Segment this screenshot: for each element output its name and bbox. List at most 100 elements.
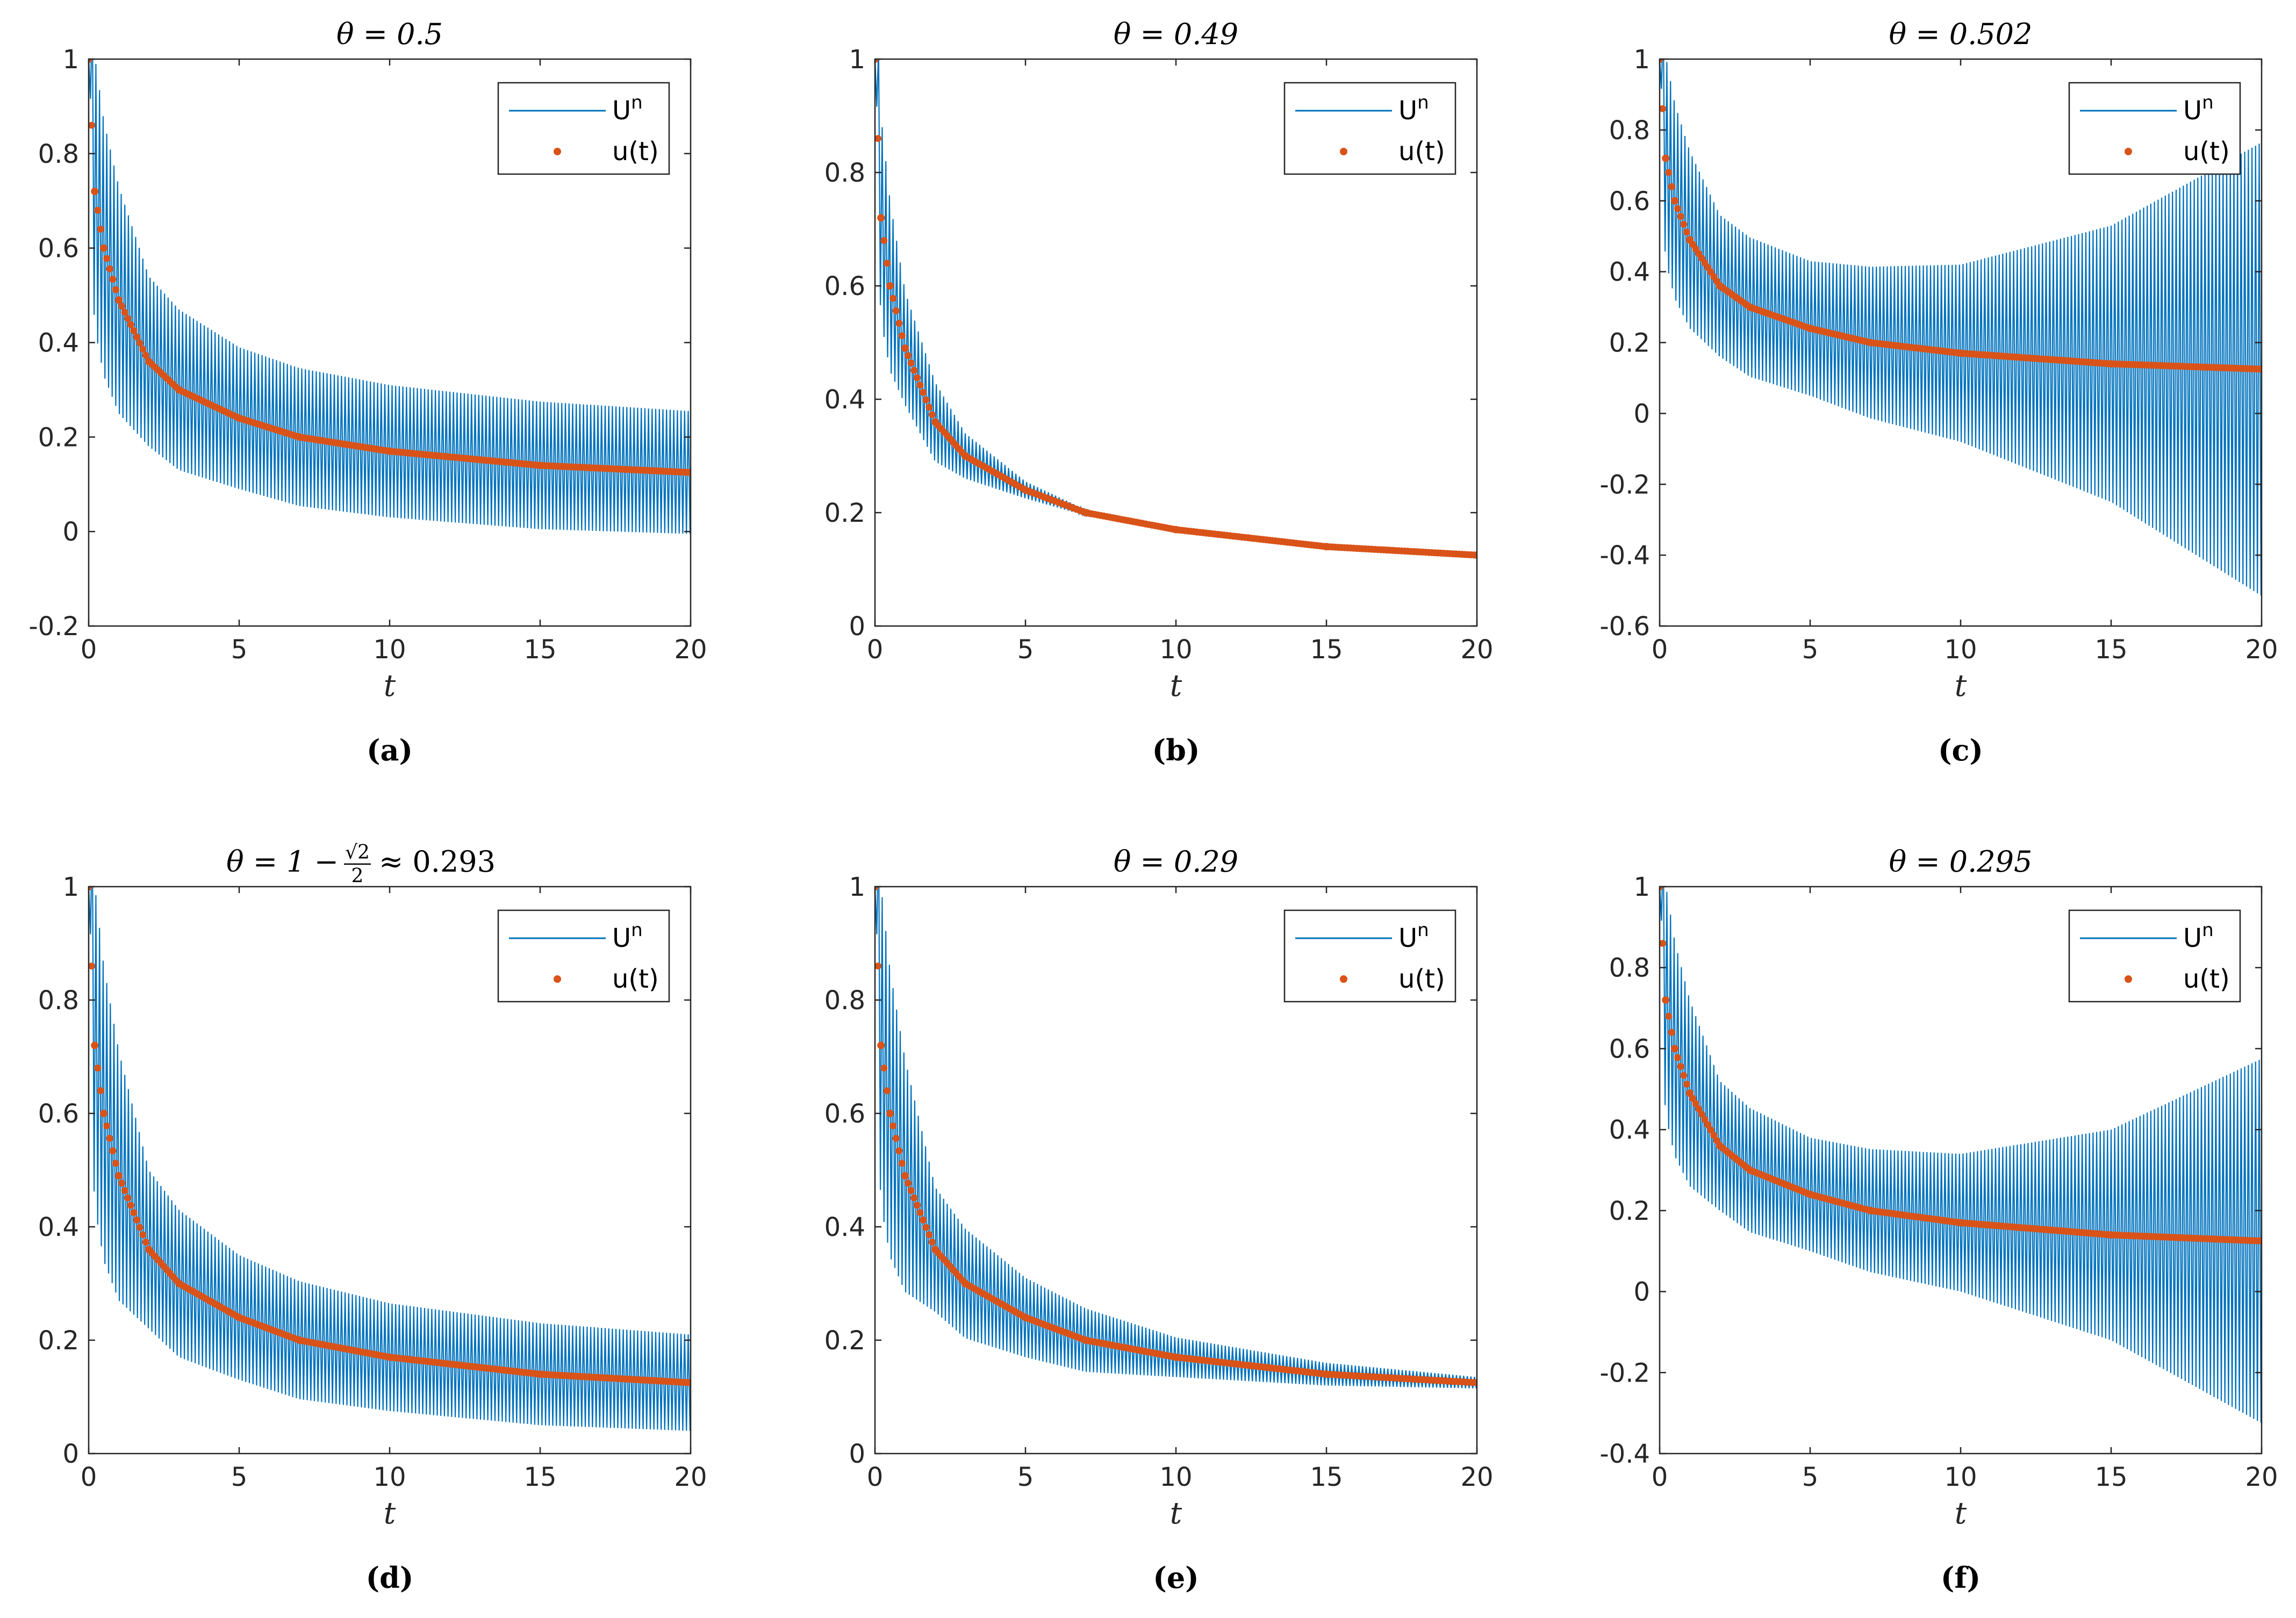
ut-dot	[2258, 1237, 2262, 1245]
legend-Un-sup: n	[2202, 92, 2214, 113]
legend-Un-label: Un	[612, 92, 643, 126]
legend-Un-sup: n	[1417, 92, 1429, 113]
ut-dot	[235, 414, 243, 422]
ut-dot	[1746, 1166, 1754, 1174]
x-tick-label: 10	[373, 1462, 406, 1492]
x-tick-label: 0	[81, 1462, 97, 1492]
x-axis-label: t	[1170, 1496, 1182, 1531]
ut-dot	[136, 1224, 144, 1231]
x-tick-label: 5	[231, 635, 248, 665]
panel-title: θ = 1 − √22 ≈ 0.293	[226, 842, 496, 887]
ut-dot	[1323, 543, 1330, 551]
y-tick-label: 0.8	[824, 158, 865, 188]
y-tick-label: 0.4	[38, 1212, 79, 1242]
x-tick-label: 0	[1652, 1462, 1668, 1492]
x-tick-label: 15	[1310, 1462, 1343, 1492]
y-tick-label: 0	[1633, 1277, 1650, 1307]
y-tick-label: 0	[1633, 399, 1650, 429]
legend: Un u(t)	[497, 909, 670, 1003]
ut-dot	[1662, 154, 1670, 162]
ut-dot	[913, 1202, 921, 1209]
ut-dot	[106, 265, 113, 272]
ut-dot	[875, 59, 879, 63]
panel-label: (d)	[366, 1561, 414, 1595]
panel-label: (b)	[1152, 733, 1200, 767]
ut-dot	[1662, 996, 1670, 1004]
ut-dot	[1683, 228, 1690, 236]
ut-dot	[235, 1313, 243, 1321]
y-tick-label: 1	[62, 45, 79, 75]
ut-dot	[925, 404, 933, 411]
legend-ut-label: u(t)	[2183, 964, 2230, 994]
legend-Un-base: U	[2183, 96, 2202, 126]
ut-dot	[928, 411, 936, 418]
series-ut-dots	[1660, 887, 2262, 1245]
x-tick-label: 5	[1017, 1462, 1034, 1492]
y-tick-label: 0.8	[38, 139, 79, 169]
ut-dot	[1665, 1012, 1673, 1020]
panel-c: 0 5 10 15 20 -0.6 -0.4 -0.2 0 0.2 0.4 0.6 0.8 1 t θ = 0…	[1599, 17, 2278, 767]
y-tick-label: 1	[849, 872, 865, 902]
plot-content	[1660, 887, 2262, 1423]
x-axis-label: t	[1955, 1496, 1967, 1531]
ut-dot	[920, 389, 927, 396]
panel-title: θ = 0.49	[1114, 17, 1238, 51]
legend-ut-label: u(t)	[1398, 964, 1445, 994]
ut-dot	[121, 308, 128, 316]
ut-dot	[1716, 1142, 1724, 1150]
ut-dot	[296, 433, 303, 441]
ut-dot	[89, 962, 96, 970]
ut-dot	[1172, 1353, 1180, 1361]
y-tick-label: 0.4	[38, 328, 79, 358]
legend: Un u(t)	[2068, 909, 2241, 1003]
panel-title: θ = 0.295	[1889, 845, 2033, 879]
y-tick-label: -0.2	[28, 612, 79, 642]
ut-dot	[124, 1194, 132, 1202]
ut-dot	[142, 1239, 149, 1246]
y-tick-label: 0	[849, 1439, 865, 1469]
ut-dot	[962, 452, 969, 460]
ut-dot	[687, 1379, 691, 1387]
ut-dot	[875, 887, 879, 890]
ut-dot	[931, 418, 939, 426]
ut-dot	[1677, 213, 1684, 220]
ut-dot	[905, 352, 912, 359]
y-tick-label: 0.6	[38, 234, 79, 264]
ut-dot	[296, 1336, 303, 1344]
legend-Un-label: Un	[2183, 92, 2214, 126]
ut-dot	[1957, 349, 1964, 357]
ut-dot	[1957, 1219, 1964, 1227]
x-tick-label: 5	[1017, 635, 1034, 665]
y-tick-label: -0.2	[1599, 1358, 1650, 1388]
x-axis-label: t	[384, 668, 396, 703]
ut-dot	[386, 1353, 393, 1361]
x-tick-label: 20	[1460, 1462, 1493, 1492]
ut-dot	[895, 1147, 903, 1155]
ut-dot	[922, 396, 930, 404]
legend-Un-label: Un	[612, 919, 643, 953]
legend-box	[497, 82, 670, 175]
ut-dot	[883, 260, 891, 267]
x-tick-label: 20	[1460, 635, 1493, 665]
legend: Un u(t)	[1283, 82, 1456, 175]
ut-dot	[1680, 1072, 1688, 1079]
x-tick-label: 15	[523, 635, 556, 665]
ut-dot	[118, 1180, 126, 1187]
ut-dot	[907, 359, 915, 366]
x-tick-label: 0	[1652, 635, 1668, 665]
ut-dot	[905, 1180, 912, 1187]
ut-dot	[109, 1147, 117, 1155]
ut-dot	[1806, 325, 1814, 333]
y-tick-label: 0.2	[824, 1326, 865, 1356]
y-tick-label: 1	[849, 45, 865, 75]
plot-content	[875, 887, 1477, 1389]
ut-dot	[94, 206, 102, 214]
y-tick-label: 0.2	[1609, 1196, 1650, 1226]
ut-dot	[1082, 1336, 1089, 1344]
ut-dot	[1660, 105, 1667, 112]
ut-dot	[892, 1134, 900, 1142]
legend-Un-label: Un	[1398, 919, 1429, 953]
ut-dot	[1692, 1100, 1699, 1108]
panel-title: θ = 0.502	[1889, 17, 2033, 51]
ut-dot	[386, 447, 393, 455]
